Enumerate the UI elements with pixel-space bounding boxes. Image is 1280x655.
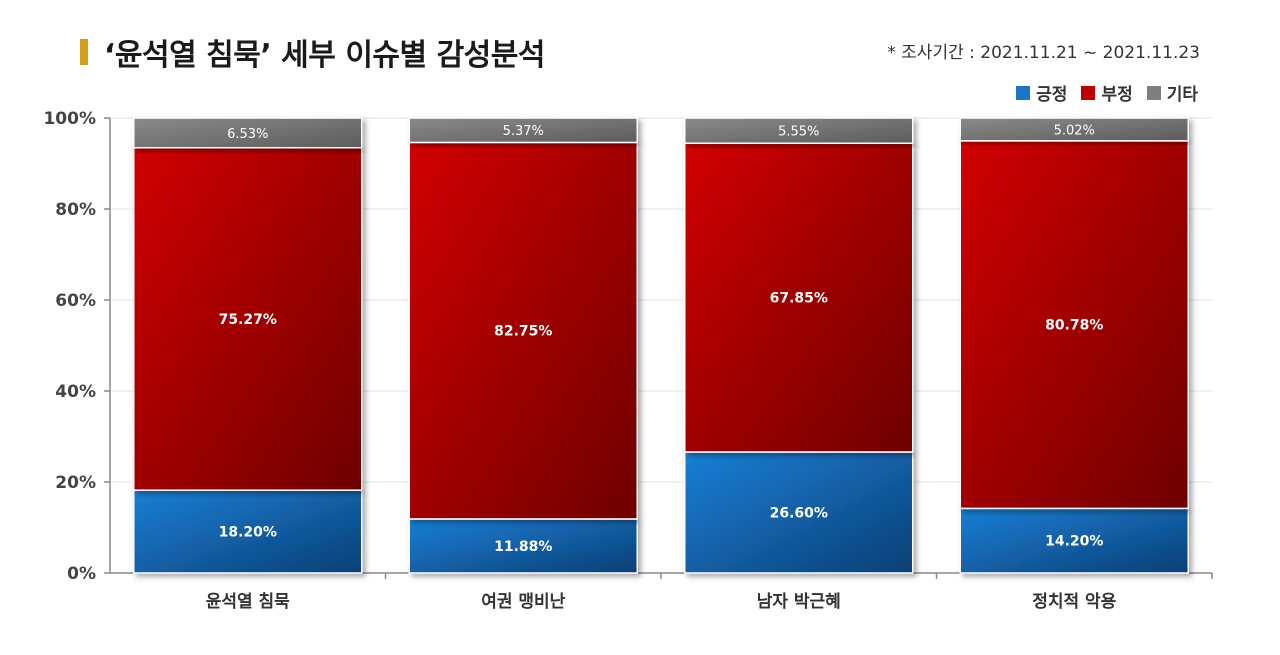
bar-segment-negative: [133, 146, 363, 491]
data-label-other: 6.53%: [227, 127, 268, 142]
data-label-positive: 11.88%: [494, 539, 552, 555]
bar-segment-negative: [408, 141, 638, 520]
bar-segment-positive: [959, 507, 1189, 574]
y-tick-label: 100%: [43, 109, 96, 129]
legend-item-other: 기타: [1146, 80, 1198, 105]
x-category-label: 정치적 악용: [1032, 592, 1116, 612]
data-label-positive: 26.60%: [770, 505, 828, 521]
legend-swatch-negative: [1081, 85, 1096, 100]
legend-swatch-positive: [1016, 85, 1031, 100]
data-label-negative: 75.27%: [219, 312, 277, 328]
x-category-label: 남자 박근혜: [757, 592, 841, 612]
title-accent-bar: [80, 39, 88, 65]
bar-segment-negative: [959, 140, 1189, 510]
data-label-negative: 67.85%: [770, 291, 828, 307]
legend: 긍정 부정 기타: [1016, 80, 1198, 105]
data-label-positive: 18.20%: [219, 525, 277, 541]
legend-item-positive: 긍정: [1016, 80, 1067, 105]
data-label-positive: 14.20%: [1045, 534, 1103, 550]
x-category-label: 윤석열 침묵: [206, 591, 290, 612]
y-tick-label: 20%: [55, 473, 96, 493]
y-tick-label: 60%: [55, 291, 96, 311]
bar-segment-positive: [133, 489, 363, 574]
x-category-label: 여권 맹비난: [481, 592, 565, 612]
legend-swatch-other: [1146, 85, 1161, 100]
bar-segment-other: [408, 117, 638, 144]
y-tick-label: 80%: [55, 200, 96, 220]
y-tick-label: 40%: [55, 382, 96, 402]
bar-segment-positive: [684, 451, 914, 574]
data-label-negative: 80.78%: [1045, 318, 1103, 334]
legend-label-positive: 긍정: [1036, 85, 1068, 105]
legend-item-negative: 부정: [1081, 80, 1133, 105]
legend-label-negative: 부정: [1101, 85, 1133, 105]
legend-label-other: 기타: [1166, 85, 1198, 105]
survey-period: * 조사기간 : 2021.11.21 ~ 2021.11.23: [887, 43, 1200, 63]
chart-title: ‘윤석열 침묵’ 세부 이슈별 감성분석: [104, 38, 545, 73]
bar-segment-other: [133, 117, 363, 149]
data-label-other: 5.55%: [778, 125, 819, 140]
data-label-negative: 82.75%: [494, 324, 552, 340]
bar-segment-other: [959, 117, 1189, 142]
bar-segment-negative: [684, 142, 914, 453]
data-label-other: 5.37%: [503, 124, 544, 139]
bar-segment-positive: [408, 518, 638, 574]
y-tick-label: 0%: [67, 564, 96, 584]
bar-segment-other: [684, 117, 914, 145]
title-bar: ‘윤석열 침묵’ 세부 이슈별 감성분석: [80, 30, 545, 74]
data-label-other: 5.02%: [1054, 123, 1095, 138]
